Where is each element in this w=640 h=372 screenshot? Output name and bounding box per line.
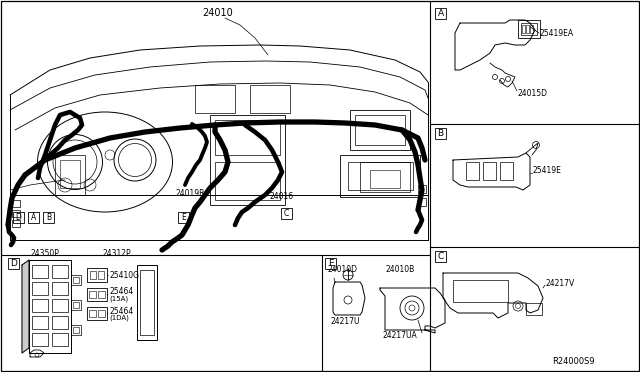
Bar: [52, 299, 68, 312]
Bar: [522, 25, 525, 33]
Polygon shape: [22, 260, 29, 353]
Bar: [32, 282, 48, 295]
Text: 24016: 24016: [270, 192, 294, 201]
Text: A: A: [31, 213, 36, 222]
Bar: [215, 162, 280, 200]
Bar: [43, 212, 54, 223]
Bar: [500, 162, 513, 180]
Bar: [52, 333, 68, 346]
Text: 24010D: 24010D: [328, 266, 358, 275]
Bar: [89, 310, 96, 317]
Bar: [60, 160, 80, 188]
Bar: [71, 300, 81, 310]
Bar: [12, 220, 20, 227]
Bar: [178, 212, 189, 223]
Bar: [87, 307, 107, 320]
Bar: [32, 316, 48, 329]
Text: 24010: 24010: [203, 8, 234, 18]
Text: (1DA): (1DA): [109, 315, 129, 321]
Bar: [355, 115, 405, 145]
Bar: [52, 265, 68, 278]
Text: 24350P: 24350P: [30, 250, 59, 259]
Bar: [87, 268, 107, 282]
Bar: [453, 280, 508, 302]
Bar: [518, 20, 540, 38]
Bar: [250, 85, 290, 113]
Bar: [52, 282, 68, 295]
Text: A: A: [437, 9, 444, 18]
Bar: [73, 327, 79, 333]
Text: 25410G: 25410G: [109, 270, 139, 279]
Bar: [435, 251, 446, 262]
Bar: [340, 155, 420, 197]
Bar: [140, 270, 154, 335]
Text: 24015D: 24015D: [518, 89, 548, 97]
Text: 24217V: 24217V: [546, 279, 575, 288]
Text: E: E: [328, 259, 333, 268]
Bar: [215, 120, 280, 155]
Bar: [52, 316, 68, 329]
Text: 24217U: 24217U: [330, 317, 360, 327]
Bar: [350, 110, 410, 150]
Bar: [98, 271, 104, 279]
Text: B: B: [437, 129, 444, 138]
Bar: [466, 162, 479, 180]
Bar: [435, 8, 446, 19]
Bar: [12, 210, 20, 217]
Bar: [210, 115, 285, 205]
Bar: [418, 185, 426, 193]
Bar: [28, 212, 39, 223]
Text: E: E: [181, 213, 186, 222]
Text: 25419EA: 25419EA: [540, 29, 574, 38]
Bar: [281, 208, 292, 219]
Text: R24000S9: R24000S9: [552, 357, 595, 366]
Bar: [521, 23, 537, 35]
Bar: [73, 277, 79, 283]
Text: 24217UA: 24217UA: [383, 330, 417, 340]
Text: 25464: 25464: [109, 288, 133, 296]
Bar: [530, 25, 533, 33]
Bar: [12, 200, 20, 207]
Bar: [29, 260, 71, 353]
Bar: [13, 212, 24, 223]
Bar: [483, 162, 496, 180]
Text: 24312P: 24312P: [102, 250, 131, 259]
Bar: [418, 198, 426, 206]
Bar: [73, 302, 79, 308]
Text: 25419E: 25419E: [533, 166, 562, 174]
Bar: [71, 275, 81, 285]
Bar: [98, 291, 105, 298]
Text: 25464: 25464: [109, 307, 133, 315]
Bar: [348, 162, 413, 190]
Bar: [137, 265, 157, 340]
Text: 24019R: 24019R: [175, 189, 205, 198]
Bar: [360, 162, 410, 192]
Bar: [195, 85, 235, 113]
Bar: [370, 170, 400, 188]
Text: D: D: [15, 213, 21, 222]
Bar: [526, 303, 542, 315]
Bar: [71, 325, 81, 335]
Bar: [32, 333, 48, 346]
Bar: [89, 291, 96, 298]
Text: (15A): (15A): [109, 296, 128, 302]
Bar: [435, 128, 446, 139]
Text: 24010B: 24010B: [385, 266, 415, 275]
Bar: [98, 310, 105, 317]
Bar: [55, 155, 85, 195]
Bar: [526, 25, 529, 33]
Bar: [8, 258, 19, 269]
Bar: [32, 265, 48, 278]
Text: C: C: [284, 209, 289, 218]
Bar: [325, 258, 336, 269]
Bar: [87, 288, 107, 301]
Text: C: C: [437, 252, 444, 261]
Text: B: B: [46, 213, 51, 222]
Bar: [90, 271, 96, 279]
Text: D: D: [10, 259, 17, 268]
Bar: [32, 299, 48, 312]
